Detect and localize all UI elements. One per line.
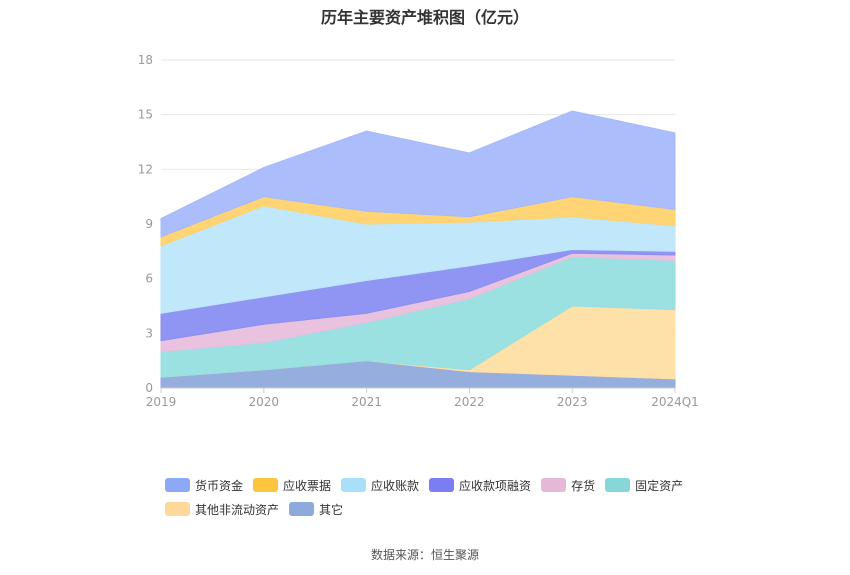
legend-swatch — [253, 478, 279, 492]
legend-label: 货币资金 — [195, 478, 244, 493]
x-tick-label: 2020 — [249, 395, 280, 409]
legend-swatch — [289, 502, 315, 516]
legend-label: 应收款项融资 — [459, 478, 532, 493]
x-tick-label: 2024Q1 — [651, 395, 699, 409]
chart-title: 历年主要资产堆积图（亿元） — [320, 8, 529, 27]
legend: 货币资金 应收票据 应收账款 应收款项融资 存货 固定资产其他非流动资产 其它 — [165, 473, 705, 521]
x-tick-label: 2023 — [557, 395, 588, 409]
legend-swatch — [605, 478, 631, 492]
source-name: 恒生聚源 — [431, 548, 480, 562]
legend-item[interactable]: 其他非流动资产 — [165, 497, 279, 521]
legend-label: 其他非流动资产 — [195, 502, 280, 517]
legend-item[interactable]: 货币资金 — [165, 473, 243, 497]
legend-item[interactable]: 应收款项融资 — [429, 473, 531, 497]
y-tick-label: 15 — [138, 108, 153, 122]
stacked-area-chart: 0 3 6 9 12 15 18 2019 2020 2021 2022 2023 2024Q1 — [138, 53, 699, 409]
source-label: 数据来源： — [370, 548, 431, 562]
axes: 0 3 6 9 12 15 18 2019 2020 2021 2022 2023 2024Q1 — [138, 53, 699, 409]
legend-item[interactable]: 其它 — [289, 497, 343, 521]
data-source: 数据来源：恒生聚源 — [0, 546, 850, 563]
legend-swatch — [341, 478, 367, 492]
x-tick-label: 2019 — [146, 395, 177, 409]
legend-label: 其它 — [319, 502, 344, 517]
y-tick-label: 6 — [145, 272, 153, 286]
legend-item[interactable]: 固定资产 — [605, 473, 683, 497]
legend-label: 应收票据 — [283, 478, 332, 493]
legend-label: 固定资产 — [635, 478, 684, 493]
x-tick-label: 2022 — [454, 395, 485, 409]
x-tick-label: 2021 — [351, 395, 382, 409]
legend-item[interactable]: 存货 — [541, 473, 595, 497]
legend-label: 应收账款 — [371, 478, 420, 493]
legend-swatch — [165, 478, 190, 492]
y-tick-label: 0 — [145, 381, 153, 395]
y-tick-label: 18 — [138, 53, 153, 67]
area-货币资金 — [160, 110, 676, 238]
legend-swatch — [165, 502, 190, 516]
legend-swatch — [429, 478, 455, 492]
y-tick-label: 12 — [138, 162, 153, 176]
legend-label: 存货 — [571, 478, 596, 493]
y-tick-label: 3 — [145, 326, 153, 340]
legend-item[interactable]: 应收票据 — [253, 473, 331, 497]
area-series — [160, 110, 676, 389]
legend-item[interactable]: 应收账款 — [341, 473, 419, 497]
y-tick-label: 9 — [145, 217, 153, 231]
legend-swatch — [541, 478, 567, 492]
